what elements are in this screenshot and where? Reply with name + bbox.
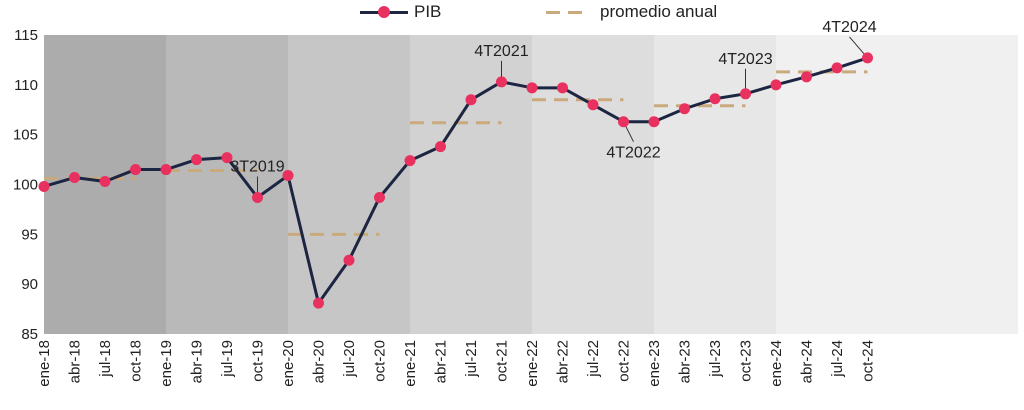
annotation-label: 4T2023 [718, 51, 772, 68]
x-tick-label: oct-19 [250, 340, 267, 382]
x-tick-label: abr-19 [189, 340, 206, 383]
x-tick-label: abr-18 [67, 340, 84, 383]
y-axis: 85 90 95 100 105 110 115 [13, 27, 38, 343]
year-band [532, 35, 654, 334]
pib-point [465, 94, 477, 106]
legend: PIB promedio anual [0, 0, 1024, 26]
year-band [776, 35, 1018, 334]
annotation-label: 4T2022 [606, 145, 660, 162]
x-tick-label: jul-22 [585, 340, 602, 378]
pib-point [679, 103, 690, 115]
pib-point [130, 164, 141, 176]
x-tick-label: ene-24 [768, 340, 785, 387]
pib-line [43, 56, 868, 305]
x-tick-label: oct-18 [128, 340, 145, 382]
pib-point [404, 155, 416, 167]
annotations: 3T2019 4T2021 4T2022 4T2023 4T2024 [230, 19, 876, 176]
annotation-label: 4T2021 [474, 43, 528, 60]
pib-point [38, 180, 50, 192]
x-tick-label: oct-21 [494, 340, 511, 382]
legend-item-pib: PIB [360, 0, 441, 24]
x-tick-label: jul-24 [829, 340, 846, 378]
pib-point [343, 254, 355, 266]
pib-point [648, 116, 660, 128]
pib-point [740, 88, 751, 100]
pib-point [69, 172, 80, 184]
year-band [654, 35, 776, 334]
x-tick-label: jul-20 [341, 340, 358, 378]
pib-point [709, 93, 721, 105]
pib-point [191, 154, 202, 166]
x-tick-label: jul-23 [707, 340, 724, 378]
x-tick-label: oct-22 [616, 340, 633, 382]
pib-point [252, 191, 263, 203]
pib-series [38, 52, 873, 309]
annotation-label: 4T2024 [822, 19, 876, 36]
pib-point [831, 62, 843, 74]
pib-point [496, 76, 507, 88]
y-tick-label: 90 [21, 276, 38, 293]
year-band [410, 35, 532, 334]
y-tick-label: 100 [13, 177, 38, 194]
legend-pib-label: PIB [414, 2, 442, 21]
legend-pib-swatch [360, 2, 408, 22]
legend-avg-swatch [546, 2, 594, 22]
x-tick-label: ene-22 [524, 340, 541, 387]
legend-avg-label: promedio anual [600, 2, 718, 21]
year-band [166, 35, 288, 334]
y-tick-label: 110 [14, 77, 38, 94]
pib-point [587, 99, 599, 111]
pib-point [862, 52, 873, 64]
x-tick-label: jul-18 [97, 340, 114, 378]
x-tick-label: abr-22 [555, 340, 572, 383]
year-bands [44, 35, 1018, 334]
x-tick-label: abr-20 [311, 340, 328, 383]
pib-point [282, 170, 294, 182]
pib-point [313, 297, 324, 309]
pib-point [99, 176, 111, 188]
pib-point [435, 141, 446, 153]
x-tick-label: oct-23 [738, 340, 755, 382]
x-tick-label: ene-23 [646, 340, 663, 387]
pib-point [557, 82, 568, 94]
x-tick-label: abr-23 [677, 340, 694, 383]
x-tick-label: oct-20 [372, 340, 389, 382]
annotation-label: 3T2019 [230, 158, 284, 175]
pib-point [221, 152, 233, 164]
x-tick-label: jul-19 [219, 340, 236, 378]
x-tick-label: ene-21 [402, 340, 419, 387]
x-tick-label: abr-21 [433, 340, 450, 383]
x-tick-label: abr-24 [799, 340, 816, 383]
pib-point [374, 191, 385, 203]
x-tick-label: jul-21 [463, 340, 480, 378]
pib-point [770, 79, 782, 91]
x-tick-label: ene-20 [280, 340, 297, 387]
pib-point [618, 116, 629, 128]
y-tick-label: 105 [13, 127, 38, 144]
x-tick-label: ene-19 [158, 340, 175, 387]
pib-point [801, 71, 812, 83]
x-tick-label: oct-24 [860, 340, 877, 382]
legend-item-avg: promedio anual [546, 0, 717, 24]
y-tick-label: 95 [21, 226, 38, 243]
x-axis: ene-18 abr-18 jul-18 oct-18 ene-19 abr-19 jul-… [36, 340, 877, 387]
pib-point [526, 82, 538, 94]
y-tick-label: 85 [21, 326, 38, 343]
pib-point [160, 164, 172, 176]
x-tick-label: ene-18 [36, 340, 53, 387]
y-tick-label: 115 [14, 27, 38, 44]
